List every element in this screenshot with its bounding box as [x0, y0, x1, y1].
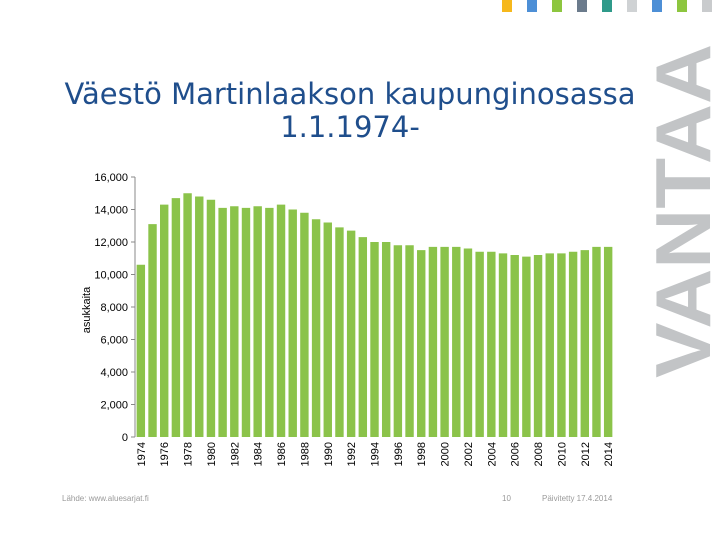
- bar: [568, 251, 578, 437]
- bar: [522, 256, 531, 437]
- bar: [311, 219, 321, 437]
- bar: [206, 199, 216, 437]
- x-tick-label: 2010: [556, 442, 568, 466]
- bar: [370, 242, 379, 437]
- x-tick-label: 2012: [580, 442, 592, 466]
- bar: [440, 246, 449, 437]
- x-tick-label: 1980: [206, 442, 218, 466]
- bar: [393, 245, 403, 437]
- bar-chart: asukkaita 0 2,000 4,000 6,000 8,000 10,000 12,…: [81, 172, 615, 466]
- bar: [487, 251, 496, 437]
- x-tick-label: 2008: [533, 442, 545, 466]
- bar: [276, 204, 286, 437]
- bar: [452, 246, 461, 437]
- bar: [218, 207, 227, 437]
- color-square: [552, 0, 562, 12]
- chart-title: Väestö Martinlaakson kaupunginosassa 1.1…: [64, 77, 636, 144]
- bar: [498, 253, 508, 437]
- x-tick-label: 1978: [183, 442, 195, 466]
- x-tick-label: 1992: [346, 442, 358, 466]
- bar: [346, 230, 356, 437]
- x-tick-label: 2004: [486, 442, 498, 466]
- bar: [253, 206, 262, 437]
- x-tick-label: 1996: [393, 442, 405, 466]
- bar: [557, 253, 566, 437]
- bar: [241, 207, 251, 437]
- bar: [300, 212, 309, 437]
- brand-logo: VANTAA: [644, 44, 720, 378]
- x-tick-label: 2000: [440, 442, 452, 466]
- color-square: [502, 0, 512, 12]
- color-square: [602, 0, 612, 12]
- bar: [183, 193, 192, 437]
- x-tick-label: 1990: [323, 442, 335, 466]
- bars: [136, 193, 613, 437]
- brand-text: VANTAA: [644, 44, 720, 378]
- y-tick-label: 6,000: [100, 335, 128, 347]
- y-tick-label: 16,000: [94, 172, 128, 184]
- y-tick-label: 14,000: [94, 205, 128, 217]
- y-tick-label: 4,000: [100, 367, 128, 379]
- x-tick-label: 1982: [229, 442, 241, 466]
- x-axis-ticks: 1974 1976 1978 1980 1982 1984 1986 1988 1990 1992…: [136, 442, 615, 466]
- bar: [323, 222, 332, 437]
- header-color-squares: [0, 0, 720, 14]
- y-tick-label: 8,000: [100, 302, 128, 314]
- x-tick-label: 2002: [463, 442, 475, 466]
- bar: [335, 227, 344, 437]
- bar: [580, 250, 589, 437]
- bar: [428, 246, 438, 437]
- bar: [265, 207, 274, 437]
- bar: [463, 248, 473, 437]
- bar: [417, 250, 426, 437]
- color-square: [577, 0, 587, 12]
- color-square: [527, 0, 537, 12]
- color-square: [677, 0, 687, 12]
- color-square: [627, 0, 637, 12]
- y-axis-ticks: 0 2,000 4,000 6,000 8,000 10,000 12,000 14,000 1…: [94, 172, 135, 444]
- x-tick-label: 1998: [416, 442, 428, 466]
- bar: [171, 198, 181, 437]
- bar: [195, 196, 204, 437]
- bar: [510, 255, 519, 437]
- bar: [381, 242, 391, 437]
- bar: [475, 251, 484, 437]
- y-tick-label: 10,000: [94, 270, 128, 282]
- bar: [288, 209, 297, 437]
- x-tick-label: 1974: [136, 442, 148, 466]
- bar: [148, 224, 157, 437]
- y-tick-label: 0: [122, 432, 128, 444]
- bar: [533, 255, 543, 437]
- bar: [603, 246, 613, 437]
- bar: [230, 206, 239, 437]
- x-tick-label: 1976: [159, 442, 171, 466]
- x-tick-label: 2006: [510, 442, 522, 466]
- y-tick-label: 2,000: [100, 400, 128, 412]
- bar: [592, 246, 601, 437]
- color-square: [702, 0, 712, 12]
- x-tick-label: 1994: [370, 442, 382, 466]
- bar: [545, 253, 554, 437]
- x-tick-label: 1984: [253, 442, 265, 466]
- bar: [358, 237, 368, 437]
- x-tick-label: 2014: [603, 442, 615, 466]
- updated-text: Päivitetty 17.4.2014: [542, 494, 613, 503]
- x-tick-label: 1986: [276, 442, 288, 466]
- bar: [405, 245, 414, 437]
- y-axis-label: asukkaita: [81, 286, 93, 333]
- bar: [136, 264, 146, 437]
- color-square: [652, 0, 662, 12]
- source-text: Lähde: www.aluesarjat.fi: [62, 494, 149, 503]
- bar: [160, 204, 169, 437]
- y-tick-label: 12,000: [94, 237, 128, 249]
- x-tick-label: 1988: [299, 442, 311, 466]
- page-number: 10: [502, 494, 511, 503]
